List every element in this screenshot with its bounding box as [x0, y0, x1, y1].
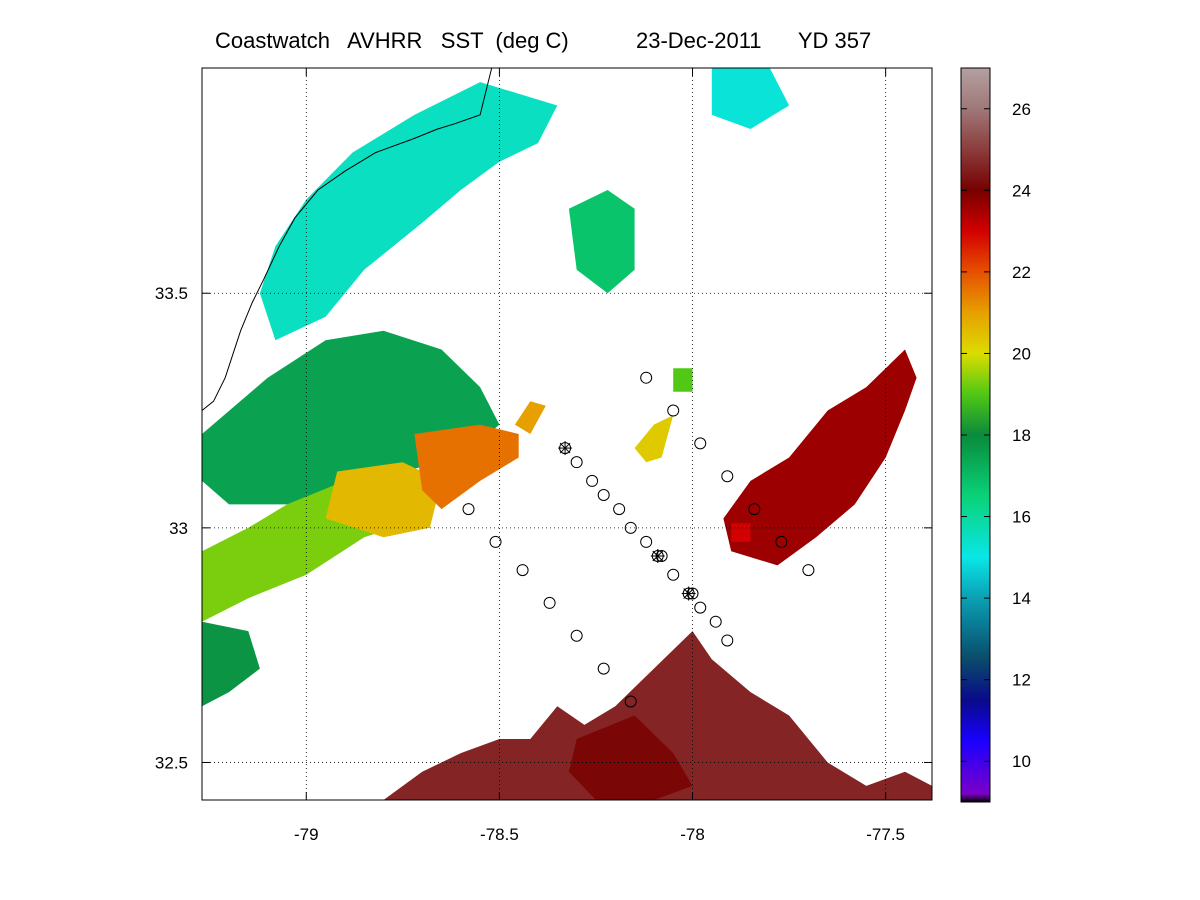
sst-patch	[634, 415, 674, 463]
station-marker	[489, 535, 502, 548]
station-marker	[586, 474, 599, 487]
station-marker	[667, 404, 680, 417]
lat-lon-grid	[202, 68, 932, 800]
lon-tick-label: -79	[294, 825, 319, 844]
station-marker	[775, 535, 788, 548]
sst-patch	[202, 621, 260, 707]
colorbar-tick-label: 12	[1012, 671, 1031, 690]
station-marker-star	[558, 441, 573, 456]
colorbar-axis: 10 12 14 16 18 20 22 24 26	[961, 100, 1031, 771]
station-marker	[570, 456, 583, 469]
sst-patch	[731, 523, 751, 542]
station-marker	[624, 521, 637, 534]
lon-tick-label: -77.5	[866, 825, 905, 844]
sst-patch	[514, 401, 546, 434]
sst-patch	[711, 68, 790, 129]
sst-patch	[568, 190, 635, 294]
sst-patch	[259, 82, 558, 341]
sst-patch	[383, 631, 932, 800]
station-marker	[640, 535, 653, 548]
station-marker-star	[681, 586, 696, 601]
station-markers	[462, 371, 815, 708]
station-marker	[802, 564, 815, 577]
station-marker	[613, 503, 626, 516]
station-marker	[655, 550, 668, 562]
station-marker	[694, 437, 707, 450]
station-marker	[748, 503, 761, 516]
station-marker	[721, 470, 734, 483]
colorbar-tick-label: 10	[1012, 752, 1031, 771]
colorbar-tick-label: 14	[1012, 589, 1031, 608]
station-marker	[624, 695, 637, 708]
map-title: Coastwatch AVHRR SST (deg C) 23-Dec-2011…	[215, 28, 872, 53]
colorbar-tick-label: 20	[1012, 344, 1031, 363]
colorbar-tick-label: 18	[1012, 426, 1031, 445]
colorbar-tick-label: 22	[1012, 263, 1031, 282]
station-marker	[543, 596, 556, 609]
lat-tick-label: 33	[169, 519, 188, 538]
station-marker	[640, 371, 653, 384]
coastline	[202, 68, 493, 411]
sst-patch	[673, 368, 693, 392]
station-marker	[597, 489, 610, 501]
station-marker	[709, 615, 722, 628]
lat-tick-label: 32.5	[155, 753, 188, 772]
sst-patch	[414, 424, 519, 510]
station-marker-star	[650, 549, 665, 563]
sst-patch	[723, 349, 917, 566]
station-marker	[516, 564, 529, 577]
sst-patch	[325, 462, 442, 538]
map-frame	[201, 67, 933, 801]
station-marker	[570, 629, 583, 642]
lon-tick-label: -78.5	[480, 825, 519, 844]
station-marker	[694, 601, 707, 614]
lon-tick-label: -78	[680, 825, 705, 844]
colorbar-tick-label: 26	[1012, 100, 1031, 119]
station-marker	[667, 568, 680, 581]
station-marker	[686, 587, 699, 600]
sst-patch	[568, 715, 693, 800]
station-marker	[597, 662, 610, 675]
station-marker	[462, 503, 475, 516]
colorbar-tick-label: 16	[1012, 508, 1031, 527]
sst-map	[202, 68, 932, 800]
colorbar-tick-label: 24	[1012, 181, 1031, 200]
map-axes: -79 -78.5 -78 -77.5 33.5 33 32.5	[155, 68, 932, 844]
lat-tick-label: 33.5	[155, 284, 188, 303]
station-marker	[721, 634, 734, 647]
